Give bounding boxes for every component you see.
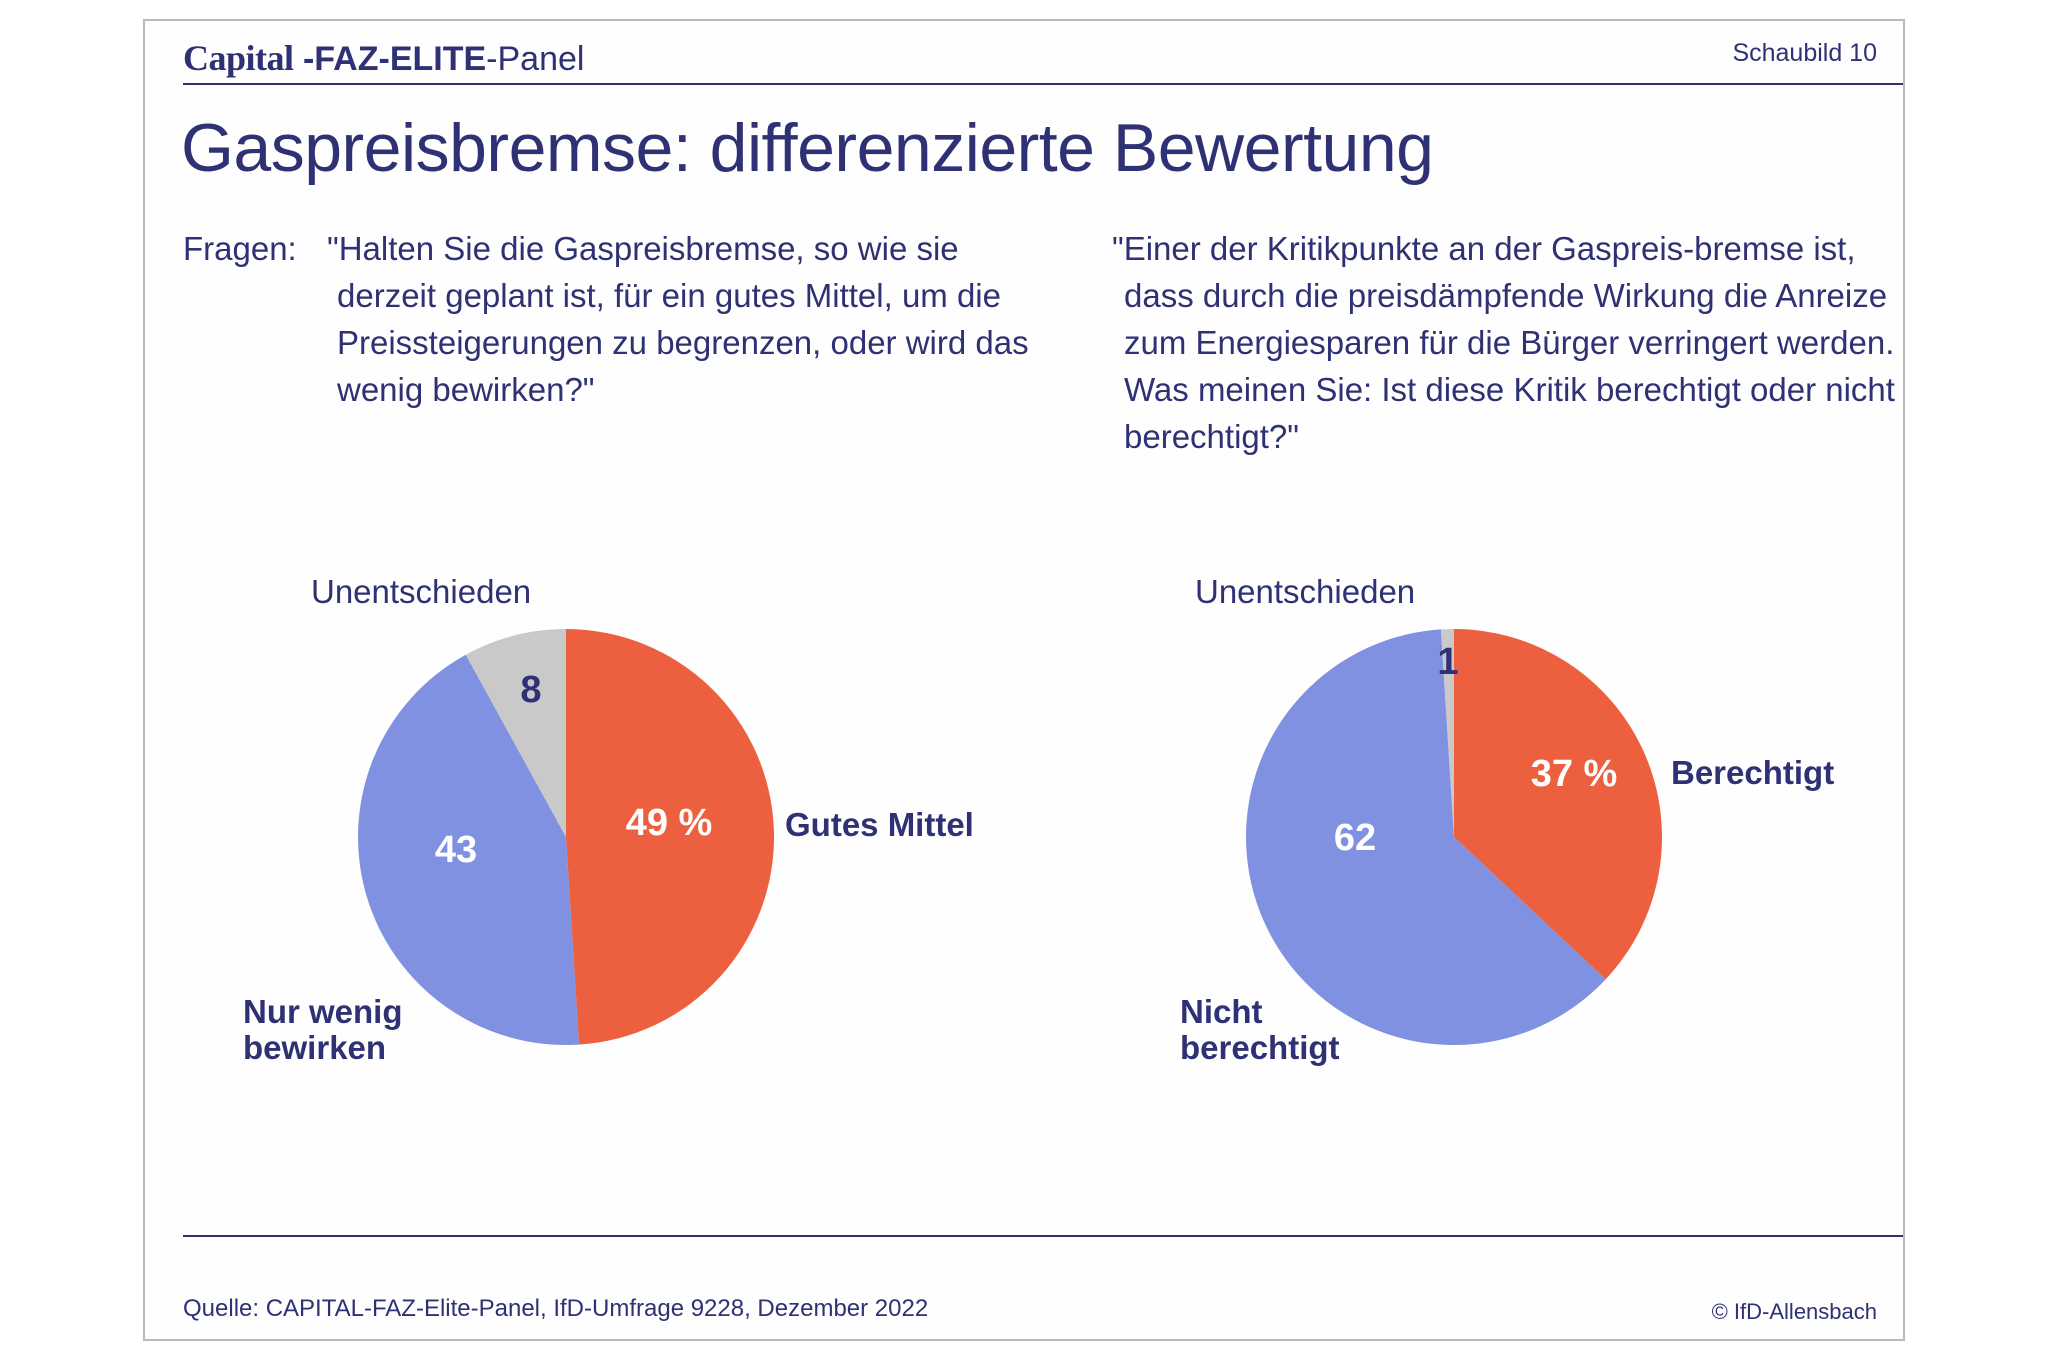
pie-2-slice-3 xyxy=(1440,629,1454,837)
pie-2-slice-1 xyxy=(1454,629,1663,980)
pie-2-value-label-3: 1 xyxy=(1437,641,1458,683)
pie-1-value-label-3: 8 xyxy=(520,669,541,711)
header-divider xyxy=(183,83,1903,85)
figure-number: Schaubild 10 xyxy=(1732,39,1877,67)
pie-2-value-label-1: 37 % xyxy=(1531,753,1618,795)
copyright-note: © IfD-Allensbach xyxy=(1711,1299,1877,1324)
pie-1-value-label-1: 49 % xyxy=(626,802,713,844)
question-prefix: Fragen: xyxy=(183,230,297,267)
pie-2-category-label-1: Berechtigt xyxy=(1671,754,1834,791)
pie-1-value-label-2: 43 xyxy=(435,829,477,871)
brand-capital: Capital xyxy=(183,38,294,78)
pie-1-category-label-2-line-1: Nur wenig xyxy=(243,993,403,1030)
pie-2-value-label-2: 62 xyxy=(1334,817,1376,859)
pie-1-category-label-1: Gutes Mittel xyxy=(785,806,974,843)
pie-2-category-label-2: Nicht berechtigt xyxy=(1180,993,1340,1066)
source-note: Quelle: CAPITAL-FAZ-Elite-Panel, IfD-Umf… xyxy=(183,1295,929,1322)
pie-2-category-label-2-line-2: berechtigt xyxy=(1180,1029,1340,1066)
brand-logo: Capital -FAZ-ELITE-Panel xyxy=(183,37,584,79)
pie-2-category-label-2-line-1: Nicht xyxy=(1180,993,1263,1030)
pie-1-slice-1 xyxy=(566,629,775,1045)
pie-2-category-label-3: Unentschieden xyxy=(1195,573,1415,610)
pie-charts: 49 % Gutes Mittel 43 Nur wenig bewirken 8 Unen… xyxy=(243,573,1834,1066)
chart-title: Gaspreisbremse: differenzierte Bewertung xyxy=(181,110,1434,186)
brand-panel: -Panel xyxy=(486,40,585,78)
question-right-text: "Einer der Kritikpunkte an der Gaspreis-… xyxy=(1112,230,1895,455)
pie-2-slice-2 xyxy=(1246,629,1606,1045)
pie-1-category-label-3: Unentschieden xyxy=(311,573,531,610)
brand-faz-elite: -FAZ-ELITE xyxy=(302,40,487,78)
chart-frame: Capital -FAZ-ELITE-Panel Schaubild 10 Ga… xyxy=(143,19,1905,1341)
pie-1-slice-3 xyxy=(465,629,566,837)
question-left-text: "Halten Sie die Gaspreisbremse, so wie s… xyxy=(327,230,1029,408)
pie-1-category-label-2-line-2: bewirken xyxy=(243,1029,386,1066)
pie-1-category-label-2: Nur wenig bewirken xyxy=(243,993,403,1066)
footer-divider xyxy=(183,1235,1903,1237)
pie-1-slice-2 xyxy=(358,654,580,1045)
